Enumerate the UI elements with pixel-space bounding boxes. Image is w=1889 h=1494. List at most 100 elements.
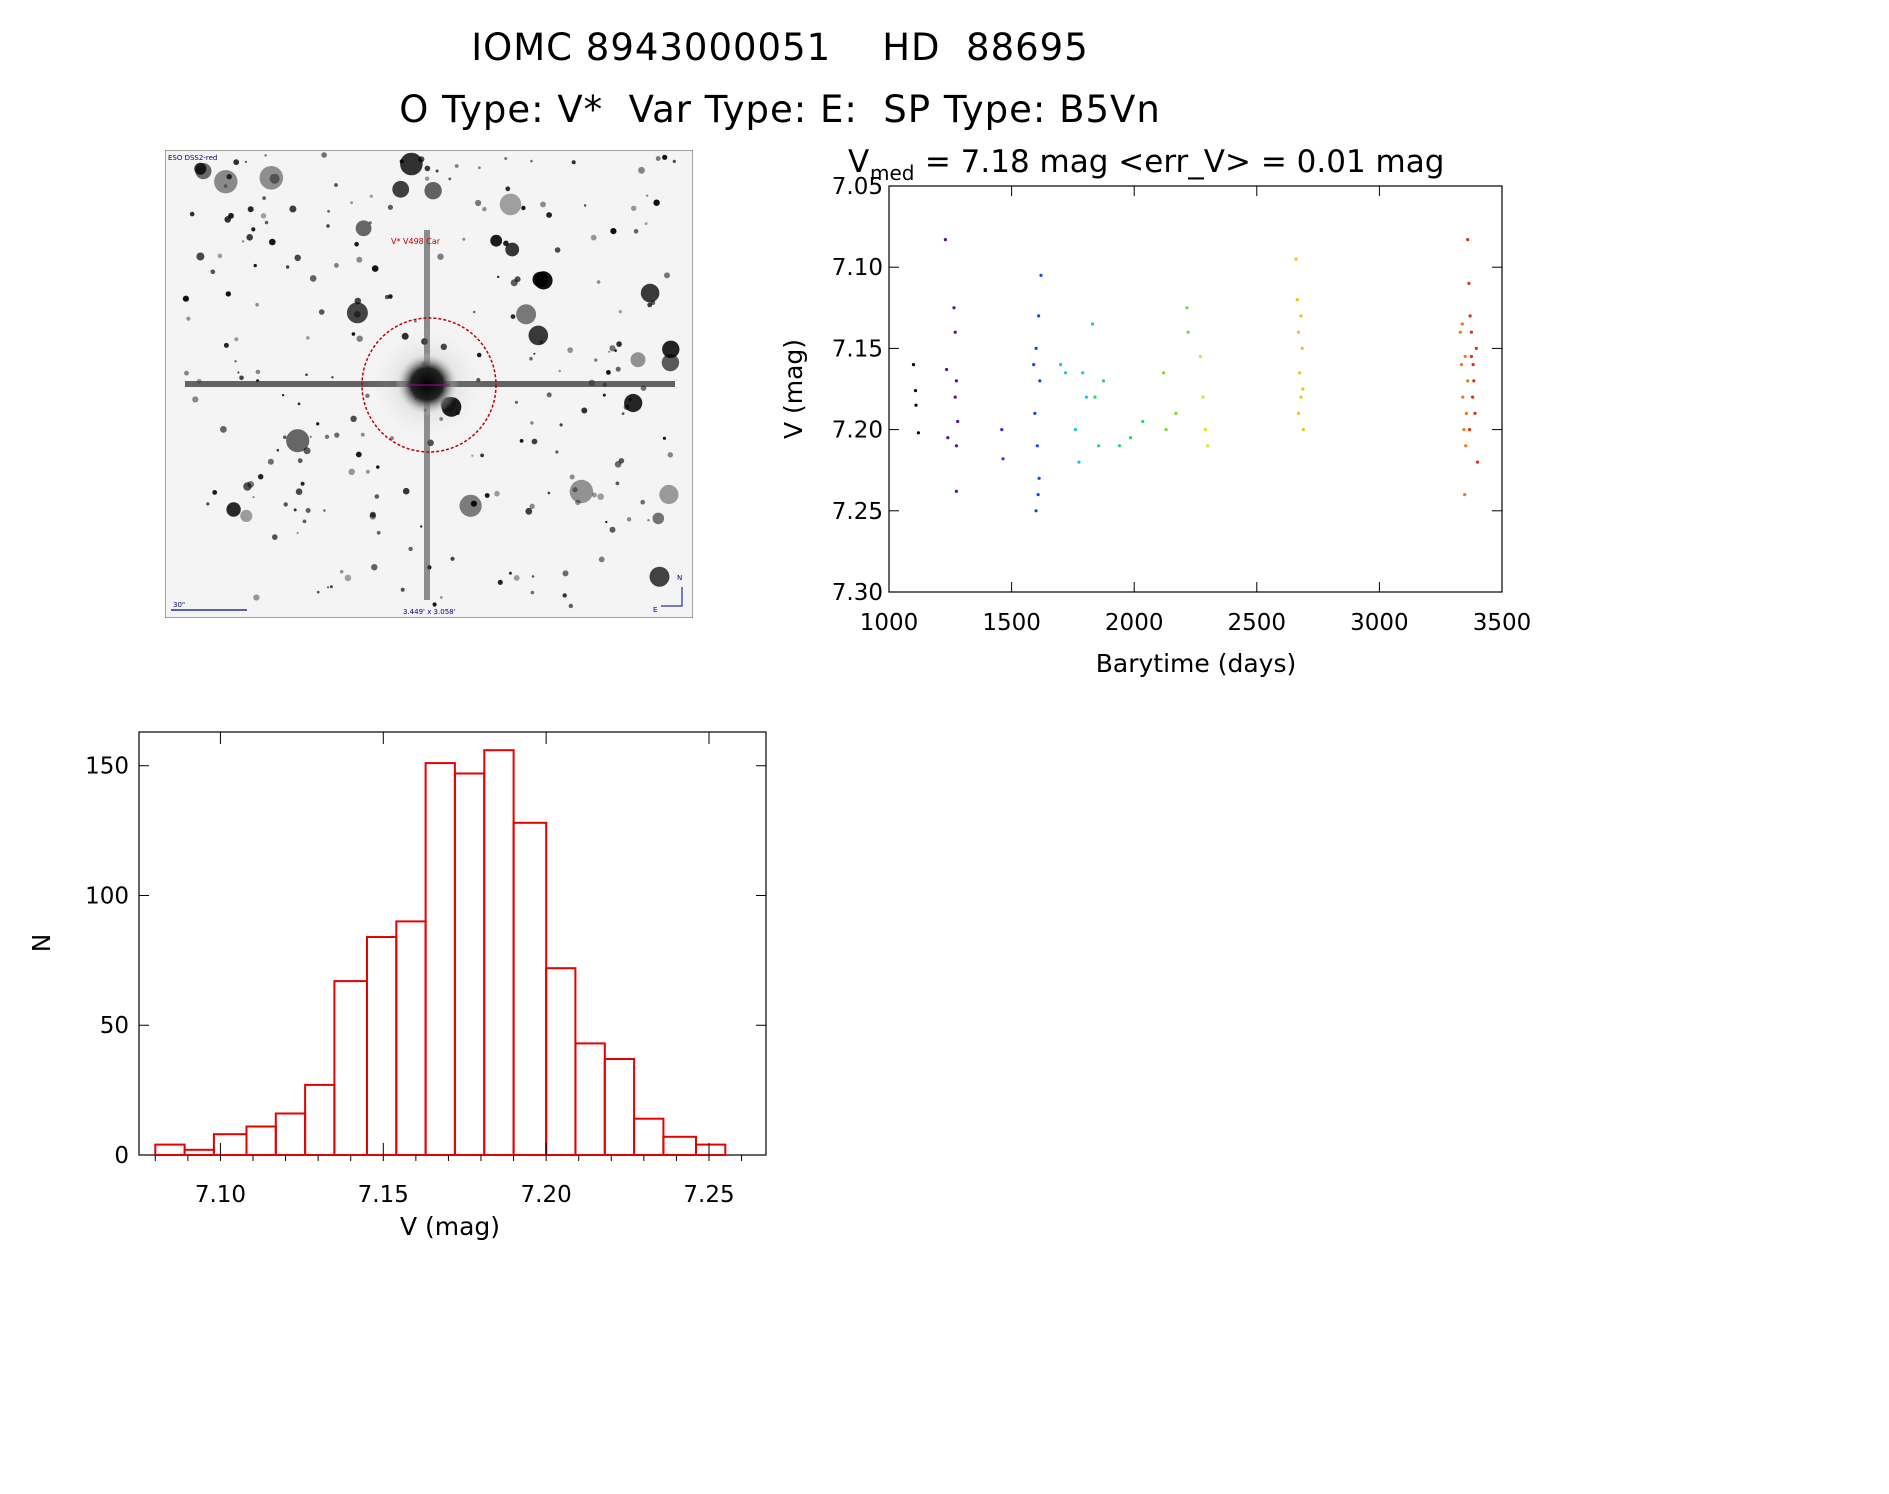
star (614, 461, 622, 468)
light-curve-point (1097, 444, 1101, 448)
star (562, 570, 569, 577)
light-curve-point (911, 363, 916, 367)
star (269, 173, 280, 184)
histogram-ytick-label: 100 (85, 883, 129, 909)
light-curve-point (1000, 428, 1004, 432)
light-curve-point (1299, 395, 1303, 399)
star (350, 201, 353, 205)
star (223, 342, 229, 348)
light-curve-plot-area (888, 185, 1503, 593)
star (233, 159, 240, 166)
histogram-xtick-label: 7.10 (195, 1182, 246, 1208)
star (316, 590, 320, 594)
star (602, 393, 606, 397)
star (210, 269, 216, 275)
star (530, 159, 533, 163)
star (471, 454, 474, 457)
star (212, 490, 218, 495)
star (529, 356, 533, 361)
star (356, 335, 363, 342)
light-curve-title-v: V (848, 144, 869, 180)
light-curve-point (914, 403, 918, 407)
light-curve-point (1469, 330, 1473, 334)
star (182, 295, 189, 302)
histogram-ytick-label: 50 (100, 1013, 129, 1039)
star (293, 508, 297, 512)
light-curve-point (945, 367, 949, 372)
star (295, 488, 303, 496)
light-curve-point (1463, 354, 1467, 359)
star (653, 199, 660, 206)
light-curve-point (1141, 419, 1145, 424)
light-curve-point (1468, 314, 1472, 318)
star (505, 186, 511, 192)
star (621, 412, 625, 415)
star (662, 154, 668, 160)
scale-label: 30" (173, 601, 185, 609)
light-curve-ytick-label: 7.30 (832, 580, 883, 606)
star (615, 481, 620, 486)
target-core (395, 352, 459, 416)
histogram-bar (603, 1058, 636, 1156)
star (226, 502, 241, 517)
histogram-bar (395, 920, 427, 1156)
light-curve-point (1035, 444, 1039, 448)
star (462, 237, 466, 241)
star (408, 546, 413, 552)
star (297, 402, 301, 406)
star (497, 579, 503, 585)
star (597, 493, 604, 501)
star (348, 468, 355, 475)
star (490, 234, 503, 247)
light-curve-ytick-label: 7.20 (832, 418, 883, 444)
light-curve-point (1475, 460, 1480, 464)
light-curve-point (1174, 411, 1178, 415)
star (475, 199, 482, 207)
star (531, 438, 538, 445)
target-circle (361, 317, 497, 453)
star (647, 302, 653, 308)
star (539, 340, 544, 344)
histogram-xtick-label: 7.15 (358, 1182, 409, 1208)
star (630, 352, 646, 368)
histogram-bar (212, 1133, 248, 1157)
star (591, 492, 597, 498)
light-curve-point (1090, 322, 1095, 326)
light-curve-point (1472, 379, 1476, 383)
star (371, 265, 379, 272)
star (376, 530, 381, 535)
star (420, 525, 423, 528)
star (346, 302, 368, 324)
histogram-bar (512, 821, 548, 1157)
light-curve-point (1117, 444, 1122, 448)
star (226, 174, 232, 180)
light-curve-point (1206, 444, 1210, 448)
star (672, 159, 676, 163)
star (418, 156, 425, 163)
star (470, 500, 477, 507)
light-curve-point (1059, 363, 1063, 367)
light-curve-ytick-label: 7.05 (832, 174, 883, 200)
star (661, 353, 680, 372)
star (306, 336, 310, 340)
light-curve-point (946, 436, 950, 440)
star (440, 596, 443, 599)
light-curve-xtick-label: 3000 (1350, 610, 1409, 636)
histogram-chart: 7.10 7.15 7.20 7.25 0 50 100 150 V (mag) N (30, 731, 767, 1240)
histogram-bar (304, 1083, 336, 1156)
star (484, 493, 490, 498)
light-curve-point (1001, 457, 1005, 461)
star (513, 575, 520, 581)
star (546, 392, 552, 398)
star (196, 252, 205, 261)
star (638, 166, 645, 174)
light-curve-point (1081, 371, 1085, 375)
star (555, 450, 559, 454)
star (655, 156, 661, 161)
star (253, 594, 260, 601)
star (195, 163, 212, 180)
star (297, 458, 303, 464)
object-label: V* V498 Car (391, 237, 441, 246)
star (448, 177, 452, 181)
star (369, 194, 373, 198)
